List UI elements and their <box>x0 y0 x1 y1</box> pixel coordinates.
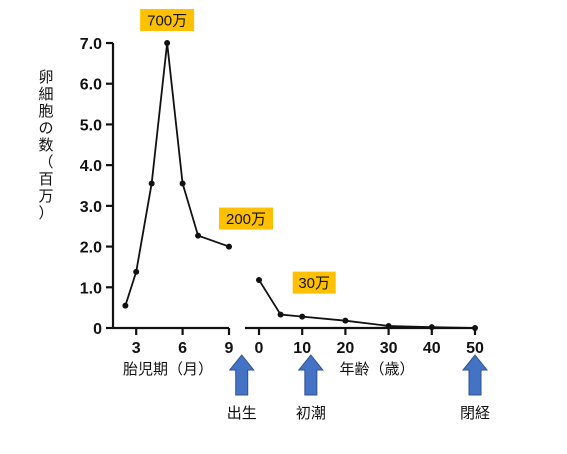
data-point <box>385 322 392 329</box>
y-axis: 0 1.0 2.0 3.0 4.0 5.0 6.0 7.0 <box>80 36 115 338</box>
y-label-char: 細 <box>38 85 53 103</box>
y-tick-label: 0 <box>93 321 102 338</box>
callout-box <box>140 9 195 31</box>
callout: 200万 <box>219 207 273 230</box>
data-point <box>122 302 129 309</box>
data-point <box>342 317 349 324</box>
x-tick-label: 3 <box>132 340 141 357</box>
series-line <box>258 279 476 329</box>
y-label-char: 数 <box>38 136 53 154</box>
data-point <box>428 324 435 331</box>
x-tick-label: 30 <box>380 340 398 357</box>
data-point <box>277 311 284 318</box>
data-point <box>472 325 478 331</box>
event-出生: 出生 <box>227 354 257 422</box>
data-point <box>164 40 171 46</box>
event-label: 閉経 <box>460 404 490 422</box>
y-label-char: （ <box>38 153 53 171</box>
y-tick-label: 4.0 <box>80 158 102 175</box>
x-tick-label: 10 <box>293 340 311 357</box>
panel-0: 3 6 9 胎児期（月） <box>113 40 234 378</box>
callout: 700万 <box>140 9 195 31</box>
callout-box <box>292 271 336 294</box>
y-label-char: 万 <box>38 187 53 205</box>
y-label-char: 百 <box>38 170 53 188</box>
panels: 3 6 9 胎児期（月） 0 10 20 30 40 50 年齢（歳） <box>113 40 484 378</box>
y-tick-label: 7.0 <box>80 36 102 53</box>
y-tick-label: 1.0 <box>80 280 102 297</box>
callout-label: 700万 <box>147 13 187 30</box>
y-label-char: 胞 <box>38 102 53 120</box>
event-初潮: 初潮 <box>296 354 326 422</box>
callout-box <box>219 207 273 230</box>
x-axis-label: 年齢（歳） <box>339 360 414 378</box>
x-tick-label: 6 <box>178 340 187 357</box>
up-arrow-icon <box>297 354 324 396</box>
up-arrow-icon <box>228 354 255 396</box>
data-point <box>299 313 306 320</box>
data-point <box>195 232 202 239</box>
y-label-char: 卵 <box>38 68 53 86</box>
callouts: 700万 200万 30万 <box>140 9 336 294</box>
data-point <box>256 276 262 283</box>
up-arrow-icon <box>461 354 489 396</box>
y-tick-label: 3.0 <box>80 199 102 216</box>
x-axis-label: 胎児期（月） <box>123 360 213 378</box>
data-point <box>179 180 186 187</box>
data-point <box>133 268 140 275</box>
event-markers: 出生 初潮 閉経 <box>227 354 490 422</box>
data-point <box>226 243 232 250</box>
y-tick-label: 2.0 <box>80 240 102 257</box>
event-閉経: 閉経 <box>460 354 490 422</box>
y-tick-label: 5.0 <box>80 117 102 134</box>
x-tick-label: 9 <box>225 340 234 357</box>
callout-label: 30万 <box>298 275 330 292</box>
y-label-char: ） <box>38 204 53 222</box>
x-tick-label: 40 <box>423 340 441 357</box>
callout: 30万 <box>292 271 336 294</box>
callout-label: 200万 <box>226 211 266 228</box>
data-point <box>148 180 155 187</box>
y-axis-label: 卵細胞の数（百万） <box>38 68 53 222</box>
series-line <box>124 42 230 306</box>
y-tick-label: 6.0 <box>80 77 102 94</box>
panel-1: 0 10 20 30 40 50 年齢（歳） <box>245 276 484 378</box>
x-tick-label: 50 <box>466 340 484 357</box>
y-label-char: の <box>38 119 53 137</box>
event-label: 出生 <box>227 404 257 422</box>
event-label: 初潮 <box>296 404 326 422</box>
x-tick-label: 20 <box>337 340 355 357</box>
x-tick-label: 0 <box>255 340 264 357</box>
